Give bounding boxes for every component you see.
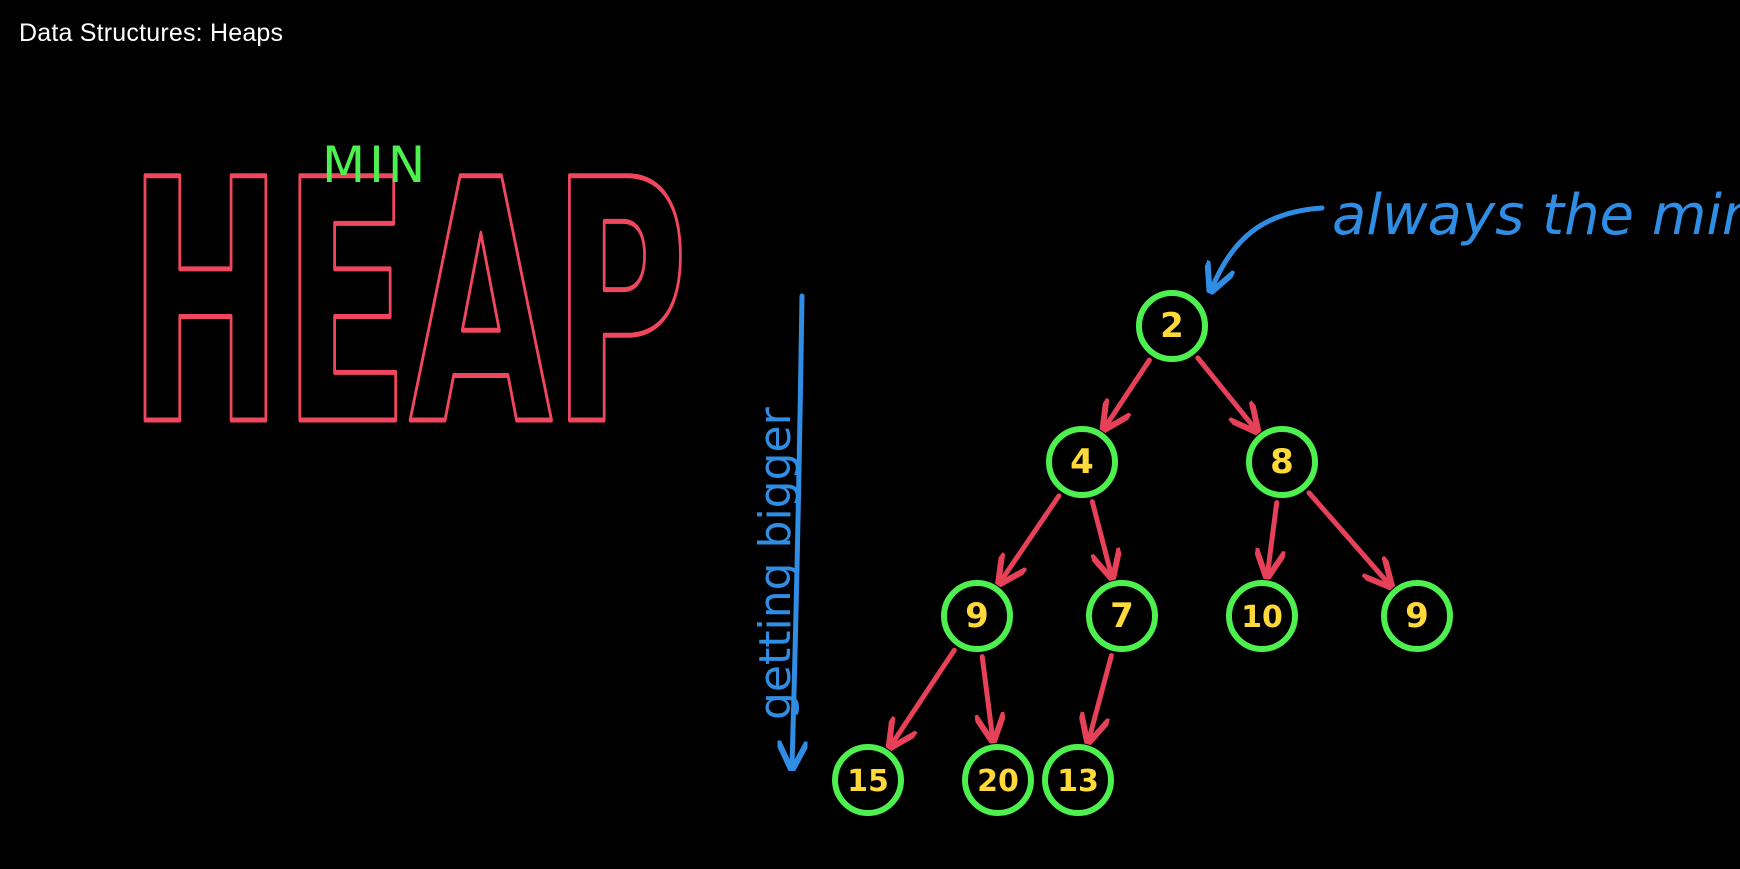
heap-edge-arrow <box>1268 500 1277 574</box>
heap-node-value: 20 <box>977 764 1019 799</box>
heap-edge-arrow <box>892 647 957 744</box>
getting-bigger-arrow <box>792 293 802 765</box>
heap-node: 20 <box>962 744 1034 816</box>
heap-node-ring <box>1136 290 1208 362</box>
heap-node: 15 <box>832 744 904 816</box>
heap-node-ring <box>832 744 904 816</box>
heap-node-value: 8 <box>1270 442 1294 482</box>
heap-node: 8 <box>1246 426 1318 498</box>
heap-node-value: 9 <box>1405 596 1429 636</box>
heap-node-ring <box>1246 426 1318 498</box>
heap-edge-arrow <box>1195 355 1255 429</box>
heap-node-ring <box>1226 580 1298 652</box>
heap-node: 7 <box>1086 580 1158 652</box>
heap-node: 13 <box>1042 744 1114 816</box>
heap-nodes: 2 4 8 9 7 10 9 15 20 13 <box>832 290 1453 816</box>
heap-node-value: 15 <box>847 764 889 799</box>
heap-node-ring <box>1086 580 1158 652</box>
heap-node-ring <box>1381 580 1453 652</box>
min-label: MIN <box>322 136 429 194</box>
heap-node: 9 <box>941 580 1013 652</box>
heap-edge-arrow <box>1306 490 1389 584</box>
heap-node: 2 <box>1136 290 1208 362</box>
heap-node-ring <box>962 744 1034 816</box>
video-title: Data Structures: Heaps <box>19 19 284 47</box>
heap-node-value: 4 <box>1070 442 1094 482</box>
heap-edges <box>892 355 1389 744</box>
heap-node-value: 2 <box>1160 306 1184 346</box>
heap-node-ring <box>1046 426 1118 498</box>
heap-node: 10 <box>1226 580 1298 652</box>
heap-node: 4 <box>1046 426 1118 498</box>
getting-bigger-note: getting bigger <box>750 406 801 720</box>
heap-edge-arrow <box>1001 493 1062 581</box>
heap-node-value: 7 <box>1110 596 1134 636</box>
heap-node-value: 9 <box>965 596 989 636</box>
heap-edge-arrow <box>982 654 992 738</box>
heap-node: 9 <box>1381 580 1453 652</box>
root-pointer-arrow <box>1212 205 1325 288</box>
always-the-min-note: always the min <box>1332 183 1740 248</box>
heap-edge-arrow <box>1089 499 1111 575</box>
heap-node-ring <box>941 580 1013 652</box>
heap-edge-arrow <box>1089 653 1114 739</box>
heap-heading: HEAP <box>128 110 688 500</box>
heap-edge-arrow <box>1106 357 1152 426</box>
heap-node-value: 13 <box>1057 764 1099 799</box>
heap-node-ring <box>1042 744 1114 816</box>
heap-node-value: 10 <box>1241 600 1283 635</box>
